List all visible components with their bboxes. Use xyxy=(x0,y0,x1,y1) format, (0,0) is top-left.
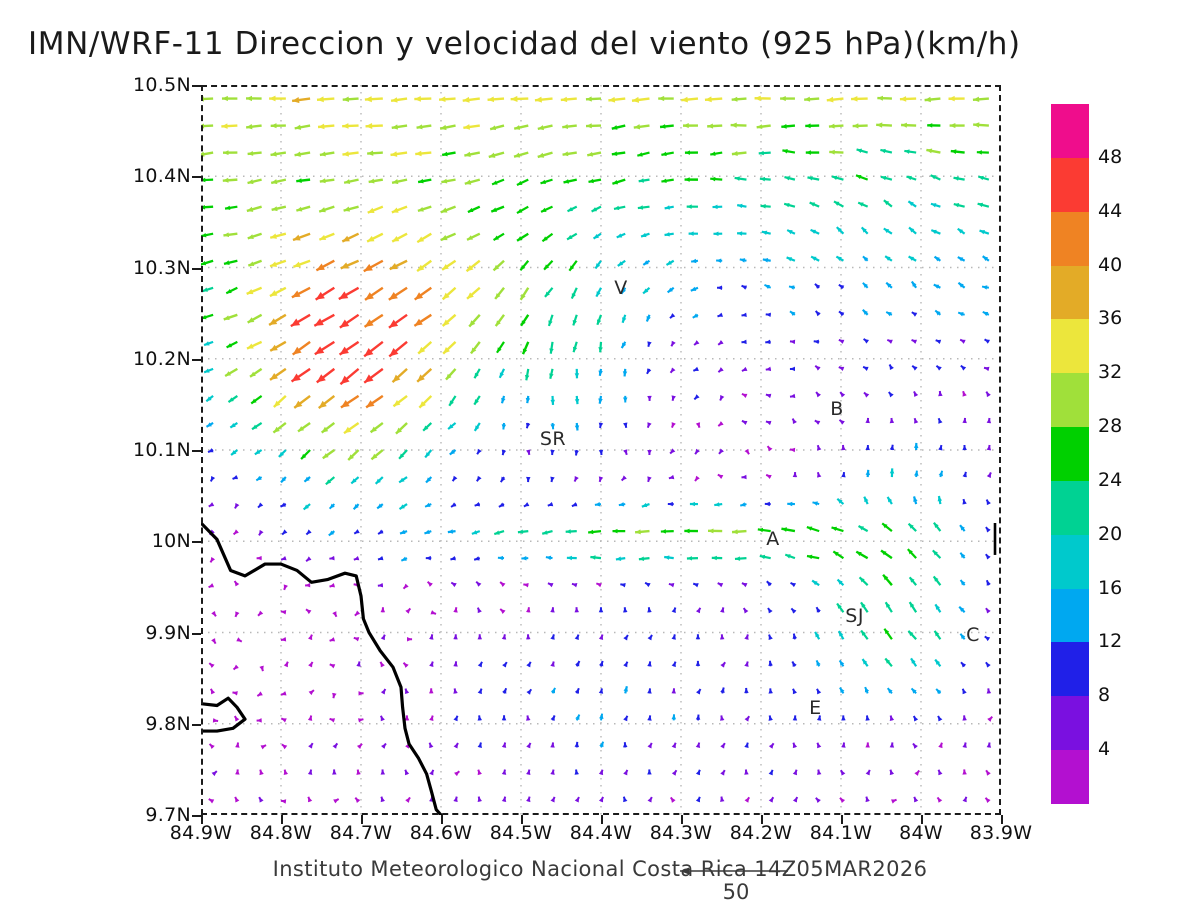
colorbar-band xyxy=(1051,535,1089,589)
x-axis-tick-label: 84W xyxy=(899,822,943,844)
x-axis-tick xyxy=(841,815,843,824)
x-axis-tick xyxy=(601,815,603,824)
colorbar-tick-label: 28 xyxy=(1098,415,1122,437)
y-axis-tick xyxy=(192,450,201,452)
reference-vector-label: 50 xyxy=(676,880,796,904)
y-axis-tick-label: 9.8N xyxy=(145,713,191,735)
y-axis-tick-label: 10.1N xyxy=(133,439,191,461)
x-axis-tick xyxy=(681,815,683,824)
y-axis-tick xyxy=(192,724,201,726)
colorbar-band xyxy=(1051,319,1089,373)
colorbar-tick-label: 48 xyxy=(1098,146,1122,168)
colorbar-band xyxy=(1051,266,1089,320)
x-axis-tick-label: 84.5W xyxy=(490,822,553,844)
colorbar-tick-label: 32 xyxy=(1098,361,1122,383)
x-axis-tick xyxy=(521,815,523,824)
x-axis-tick xyxy=(761,815,763,824)
x-axis-tick-label: 84.7W xyxy=(330,822,393,844)
footer-credit: Instituto Meteorologico Nacional Costa R… xyxy=(0,857,1200,881)
y-axis-tick-label: 9.9N xyxy=(145,622,191,644)
colorbar-band xyxy=(1051,158,1089,212)
colorbar-band xyxy=(1051,589,1089,643)
reference-vector: 50 xyxy=(676,862,796,896)
colorbar-band xyxy=(1051,104,1089,158)
colorbar-tick-label: 24 xyxy=(1098,469,1122,491)
colorbar-band xyxy=(1051,642,1089,696)
y-axis-tick xyxy=(192,85,201,87)
colorbar-band xyxy=(1051,373,1089,427)
colorbar-band xyxy=(1051,427,1089,481)
y-axis-tick xyxy=(192,633,201,635)
x-axis-tick-label: 84.3W xyxy=(650,822,713,844)
x-axis-tick xyxy=(1001,815,1003,824)
colorbar-band xyxy=(1051,212,1089,266)
x-axis-tick xyxy=(201,815,203,824)
x-axis-tick xyxy=(361,815,363,824)
y-axis-tick-label: 10N xyxy=(152,530,191,552)
colorbar-band xyxy=(1051,750,1089,804)
x-axis-tick xyxy=(921,815,923,824)
colorbar-tick-label: 8 xyxy=(1098,684,1110,706)
colorbar-tick-label: 44 xyxy=(1098,200,1122,222)
x-axis-tick-label: 84.4W xyxy=(570,822,633,844)
colorbar-band xyxy=(1051,481,1089,535)
y-axis-tick-label: 10.4N xyxy=(133,165,191,187)
x-axis-tick-label: 84.6W xyxy=(410,822,473,844)
x-axis-tick-label: 84.8W xyxy=(250,822,313,844)
y-axis-tick-label: 10.3N xyxy=(133,257,191,279)
colorbar-tick-label: 12 xyxy=(1098,630,1122,652)
page-title: IMN/WRF-11 Direccion y velocidad del vie… xyxy=(28,26,1021,62)
x-axis-tick xyxy=(441,815,443,824)
y-axis-tick xyxy=(192,176,201,178)
y-axis-tick xyxy=(192,359,201,361)
y-axis-tick xyxy=(192,541,201,543)
wind-vector-field xyxy=(201,85,1001,815)
reference-vector-arrow-icon xyxy=(676,862,796,880)
y-axis-tick xyxy=(192,268,201,270)
colorbar-tick-label: 36 xyxy=(1098,307,1122,329)
x-axis-tick xyxy=(281,815,283,824)
y-axis-tick-label: 10.2N xyxy=(133,348,191,370)
x-axis-tick-label: 84.1W xyxy=(810,822,873,844)
colorbar xyxy=(1050,103,1090,805)
colorbar-band xyxy=(1051,696,1089,750)
x-axis-tick-label: 84.2W xyxy=(730,822,793,844)
x-axis-tick-label: 83.9W xyxy=(970,822,1033,844)
y-axis-tick xyxy=(192,815,201,817)
colorbar-tick-label: 20 xyxy=(1098,523,1122,545)
colorbar-tick-label: 40 xyxy=(1098,254,1122,276)
y-axis-tick-label: 10.5N xyxy=(133,74,191,96)
x-axis-tick-label: 84.9W xyxy=(170,822,233,844)
colorbar-tick-label: 4 xyxy=(1098,738,1110,760)
colorbar-tick-label: 16 xyxy=(1098,577,1122,599)
coastline-peninsula xyxy=(201,698,245,731)
